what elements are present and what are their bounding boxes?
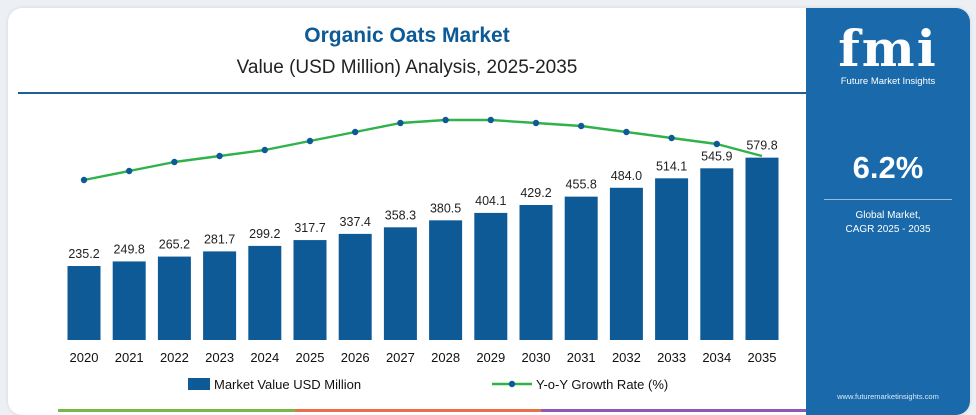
growth-marker-2029 [487, 116, 494, 124]
x-tick-2034: 2034 [702, 350, 731, 365]
data-label-2023: 281.7 [204, 232, 235, 246]
growth-line [83, 118, 763, 182]
bar-2034 [700, 168, 734, 340]
data-label-2025: 317.7 [294, 221, 325, 235]
bar-2031 [564, 196, 598, 340]
chart-subtitle: Value (USD Million) Analysis, 2025-2035 [236, 57, 578, 78]
bar-line-chart: 235.2 2020 249.8 2021 265.2 2022 281.7 2023 299.… [67, 116, 779, 392]
bar-2026 [338, 233, 372, 340]
color-strip-purple [541, 409, 806, 412]
growth-marker-2032 [623, 128, 630, 136]
legend-line-label: Y-o-Y Growth Rate (%) [536, 377, 668, 392]
x-tick-2022: 2022 [160, 350, 189, 365]
x-tick-2035: 2035 [748, 350, 777, 365]
bar-2022 [157, 256, 191, 340]
data-label-2021: 249.8 [114, 242, 145, 256]
legend-line-marker [508, 380, 516, 388]
bar-2023 [203, 251, 237, 340]
bar-2030 [519, 205, 553, 340]
logo-subtitle: Future Market Insights [840, 76, 936, 87]
x-tick-2026: 2026 [341, 350, 370, 365]
data-label-2035: 579.8 [746, 139, 777, 153]
bar-2020 [67, 266, 101, 340]
growth-marker-2026 [352, 128, 359, 136]
cagr-label-line2: CAGR 2025 - 2035 [845, 224, 931, 235]
data-label-2026: 337.4 [340, 215, 371, 229]
growth-marker-2025 [306, 137, 314, 145]
legend-bar-label: Market Value USD Million [214, 377, 361, 392]
growth-marker-2031 [578, 122, 585, 130]
x-tick-2031: 2031 [567, 350, 596, 365]
fmi-logo: fmi [838, 19, 938, 78]
data-label-2030: 429.2 [520, 186, 551, 200]
data-label-2022: 265.2 [159, 238, 190, 252]
bar-2021 [112, 261, 146, 340]
header-divider [18, 92, 806, 94]
x-tick-2025: 2025 [296, 350, 325, 365]
bar-2028 [429, 220, 463, 340]
growth-marker-2028 [442, 116, 449, 124]
data-label-2032: 484.0 [611, 169, 642, 183]
bar-2024 [248, 245, 282, 340]
cagr-label: Global Market, CAGR 2025 - 2035 [806, 209, 970, 237]
growth-marker-2023 [216, 152, 223, 160]
x-tick-2021: 2021 [115, 350, 144, 365]
x-tick-2024: 2024 [250, 350, 279, 365]
sidebar-divider [824, 199, 952, 200]
growth-marker-2024 [261, 146, 268, 154]
x-tick-2033: 2033 [657, 350, 686, 365]
bar-2035 [745, 157, 779, 340]
data-label-2028: 380.5 [430, 201, 461, 215]
cagr-value: 6.2% [852, 150, 924, 185]
x-tick-2028: 2028 [431, 350, 460, 365]
data-label-2034: 545.9 [701, 149, 732, 163]
bar-2027 [383, 227, 417, 340]
growth-marker-2021 [126, 167, 133, 175]
x-tick-2020: 2020 [70, 350, 99, 365]
bar-2033 [655, 178, 689, 340]
bar-2032 [609, 187, 643, 340]
growth-marker-2034 [713, 140, 720, 148]
growth-marker-2020 [80, 176, 88, 184]
chart-title: Organic Oats Market [304, 24, 510, 47]
data-label-2020: 235.2 [68, 247, 99, 261]
growth-marker-2022 [171, 158, 178, 166]
data-label-2024: 299.2 [249, 227, 280, 241]
x-tick-2023: 2023 [205, 350, 234, 365]
color-strip-green [58, 409, 295, 412]
x-tick-2032: 2032 [612, 350, 641, 365]
cagr-label-line1: Global Market, [855, 210, 921, 221]
x-tick-2027: 2027 [386, 350, 415, 365]
growth-marker-2030 [532, 119, 540, 127]
growth-marker-2027 [397, 119, 404, 127]
data-label-2031: 455.8 [566, 178, 597, 192]
x-tick-2029: 2029 [476, 350, 505, 365]
x-tick-2030: 2030 [522, 350, 551, 365]
data-label-2033: 514.1 [656, 159, 687, 173]
chart-card: Organic Oats Market Value (USD Million) … [8, 8, 970, 415]
bar-2029 [474, 212, 508, 340]
legend-bar-swatch [188, 378, 210, 390]
data-label-2029: 404.1 [475, 194, 506, 208]
bar-2025 [293, 240, 327, 340]
website-link[interactable]: www.futuremarketinsights.com [837, 392, 939, 401]
sidebar-panel: fmi Future Market Insights 6.2% Global M… [806, 8, 970, 415]
data-label-2027: 358.3 [385, 208, 416, 222]
growth-marker-2033 [668, 134, 675, 142]
color-strip-orange [295, 409, 541, 412]
